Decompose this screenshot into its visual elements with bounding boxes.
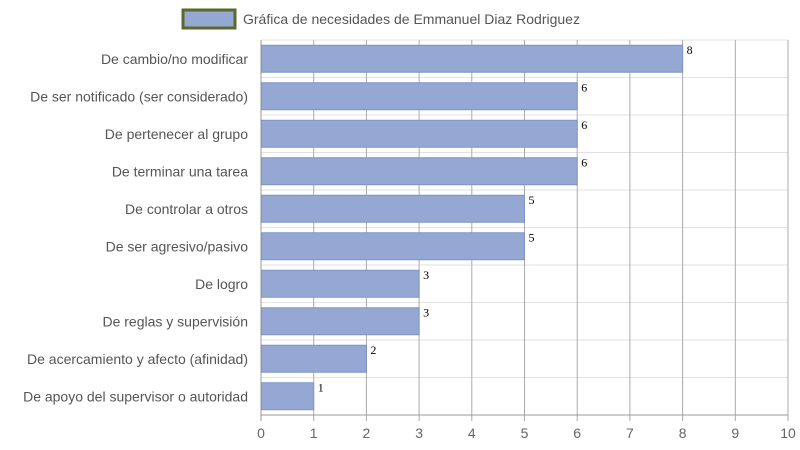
bar (261, 194, 525, 223)
bar (261, 382, 315, 411)
bar-value-label: 6 (581, 155, 587, 169)
chart-value-labels: 8 6 6 6 5 5 3 3 2 1 (318, 43, 693, 395)
chart-category-labels: De cambio/no modificar De ser notificado … (23, 51, 248, 405)
x-tick-label: 1 (310, 425, 318, 441)
x-tick-label: 3 (415, 425, 423, 441)
x-tick-label: 2 (363, 425, 371, 441)
bar (261, 344, 367, 373)
x-tick-label: 8 (679, 425, 687, 441)
category-label: De ser notificado (ser considerado) (30, 88, 248, 104)
bar-value-label: 1 (318, 380, 324, 394)
category-label: De reglas y supervisión (102, 313, 248, 329)
category-label: De acercamiento y afecto (afinidad) (27, 351, 248, 367)
category-label: De ser agresivo/pasivo (106, 238, 249, 254)
bar-value-label: 6 (581, 80, 587, 94)
chart-legend: Gráfica de necesidades de Emmanuel Diaz … (181, 8, 580, 30)
bar-value-label: 8 (687, 43, 693, 57)
bar-value-label: 5 (529, 193, 535, 207)
bar (261, 269, 420, 298)
category-label: De cambio/no modificar (101, 51, 248, 67)
bar-value-label: 5 (529, 230, 535, 244)
category-label: De controlar a otros (125, 201, 248, 217)
category-label: De terminar una tarea (112, 163, 248, 179)
chart-bars (261, 44, 684, 411)
bar-value-label: 2 (370, 343, 376, 357)
bar (261, 307, 420, 336)
bar (261, 82, 578, 111)
legend-label: Gráfica de necesidades de Emmanuel Diaz … (243, 11, 580, 27)
chart-x-tick-labels: 0 1 2 3 4 5 6 7 8 9 10 (257, 425, 796, 441)
bar (261, 119, 578, 148)
bar-value-label: 3 (423, 305, 429, 319)
category-label: De logro (195, 276, 248, 292)
bar-value-label: 3 (423, 268, 429, 282)
x-tick-label: 9 (731, 425, 739, 441)
x-tick-label: 7 (626, 425, 634, 441)
x-tick-label: 0 (257, 425, 265, 441)
x-tick-label: 6 (573, 425, 581, 441)
category-label: De pertenecer al grupo (105, 126, 248, 142)
x-tick-label: 5 (521, 425, 529, 441)
x-tick-label: 10 (780, 425, 796, 441)
bar (261, 157, 578, 186)
bar (261, 44, 684, 73)
bar-value-label: 6 (581, 118, 587, 132)
bar (261, 232, 525, 261)
x-tick-label: 4 (468, 425, 476, 441)
category-label: De apoyo del supervisor o autoridad (23, 388, 248, 404)
legend-swatch (181, 8, 237, 30)
